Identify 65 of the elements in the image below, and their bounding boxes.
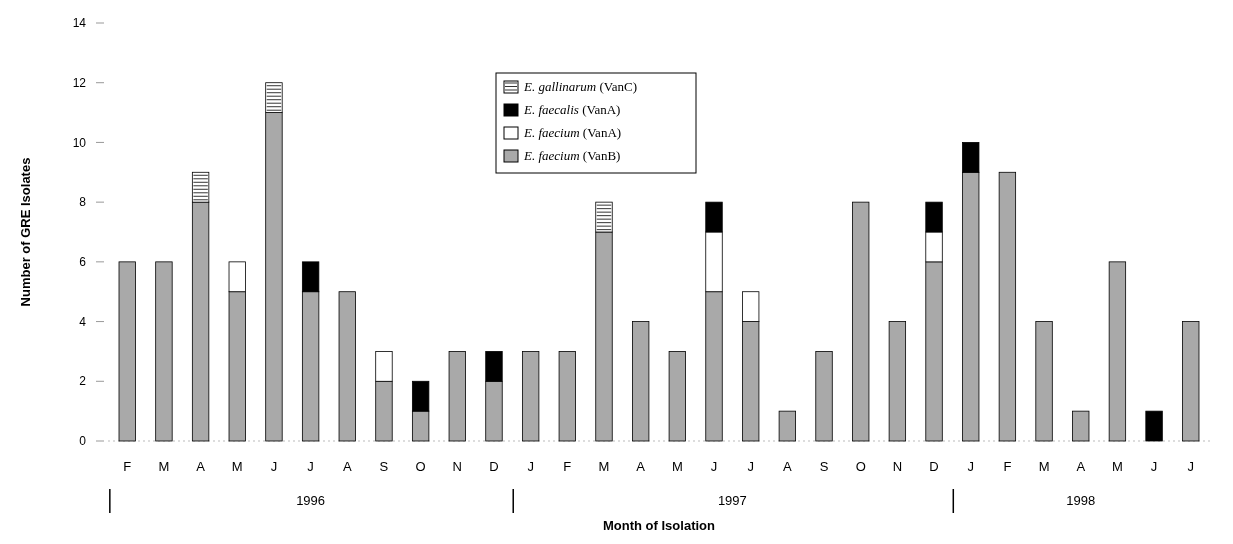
x-tick-label: J [747, 459, 754, 474]
bar [632, 321, 650, 442]
x-tick-label: A [636, 459, 646, 474]
x-tick-label: D [929, 459, 939, 474]
x-tick-label: J [710, 459, 718, 474]
x-tick-label: O [855, 459, 866, 474]
x-tick-label: A [1076, 459, 1086, 474]
y-axis-title: Number of GRE Isolates [18, 157, 33, 307]
x-tick-label: N [892, 459, 903, 474]
x-tick-label: J [1150, 459, 1158, 474]
bar [155, 261, 173, 442]
bar [778, 410, 796, 442]
x-tick-label: N [452, 459, 462, 474]
y-tick-label: 2 [79, 374, 87, 389]
x-tick-label: F [1003, 459, 1012, 474]
x-tick-label: J [270, 459, 278, 474]
x-tick-label: J [1187, 459, 1194, 474]
x-tick-label: J [967, 459, 974, 474]
x-tick-label: J [527, 459, 534, 474]
bar [1108, 261, 1127, 442]
x-tick-label: A [342, 459, 352, 474]
x-tick-label: F [123, 459, 132, 474]
x-tick-label: D [489, 459, 499, 474]
y-tick-label: 0 [79, 434, 87, 449]
y-tick-label: 10 [72, 135, 87, 150]
bar [998, 171, 1017, 442]
x-tick-label: S [819, 459, 829, 474]
bar [1182, 321, 1200, 442]
text: 1998 [1066, 493, 1096, 508]
x-axis-title: Month of Isolation [603, 518, 716, 533]
bar [888, 321, 907, 442]
x-tick-label: J [307, 459, 314, 474]
x-tick-label: A [783, 459, 793, 474]
x-tick-label: M [671, 459, 683, 474]
bar [668, 351, 686, 442]
x-tick-label: F [563, 459, 572, 474]
bar [118, 261, 136, 442]
text: 1996 [296, 493, 326, 508]
x-tick-label: M [1111, 459, 1123, 474]
x-tick-label: M [1038, 459, 1050, 474]
legend-label: E. gallinarum (VanC) [523, 79, 638, 94]
bar [522, 351, 540, 442]
bar [1145, 410, 1163, 442]
bar [448, 351, 466, 442]
y-tick-label: 4 [79, 314, 87, 329]
x-tick-label: M [231, 459, 243, 474]
x-tick-label: S [379, 459, 389, 474]
x-tick-label: M [598, 459, 610, 474]
bar [1035, 321, 1053, 442]
y-tick-label: 8 [79, 195, 87, 210]
x-tick-label: O [415, 459, 426, 474]
bar [815, 351, 833, 442]
x-tick-label: M [158, 459, 170, 474]
y-tick-label: 14 [72, 16, 87, 31]
bar [1072, 410, 1090, 442]
bar [338, 291, 356, 442]
x-tick-label: A [196, 459, 206, 474]
legend-label: E. faecalis (VanA) [523, 102, 621, 117]
bar [852, 201, 870, 442]
bar [558, 351, 576, 442]
legend-label: E. faecium (VanB) [523, 148, 621, 163]
legend-label: E. faecium (VanA) [523, 125, 622, 140]
text: 1997 [717, 493, 747, 508]
y-tick-label: 12 [72, 75, 87, 90]
y-tick-label: 6 [79, 255, 87, 270]
